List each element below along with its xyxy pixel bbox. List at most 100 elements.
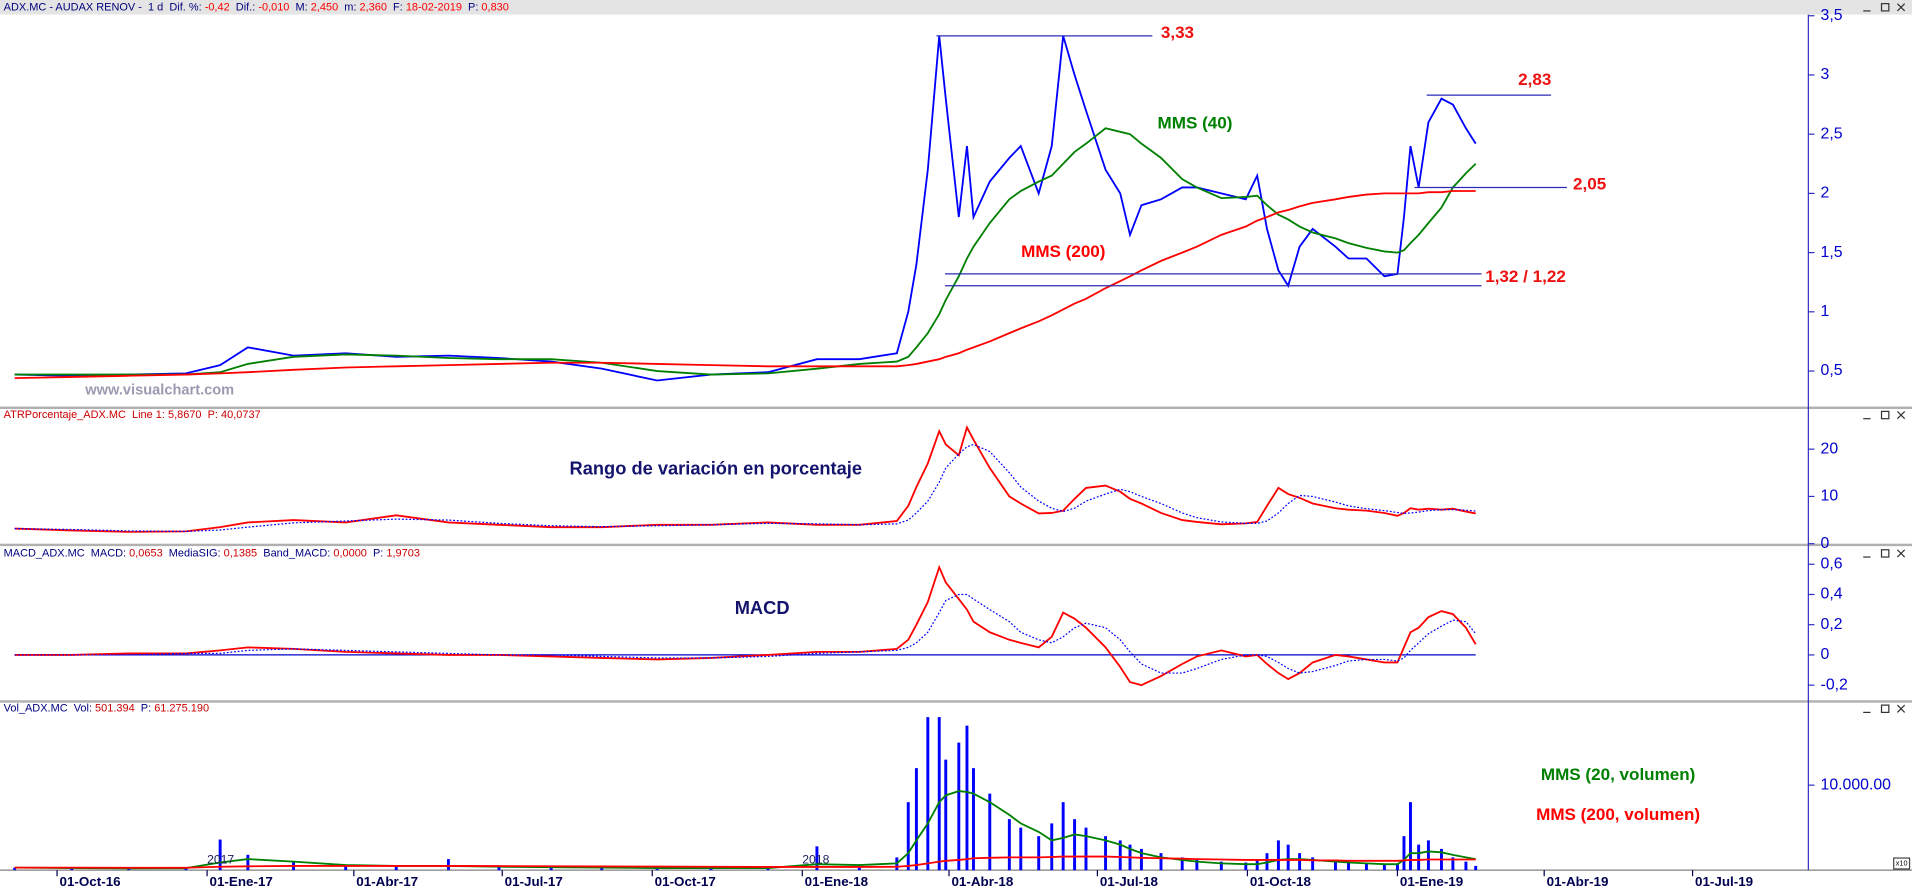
panel-separator <box>0 543 1912 547</box>
y-tick-label: 3 <box>1821 66 1830 83</box>
series-line <box>14 564 1477 687</box>
volume-bar <box>1298 853 1302 871</box>
title-part: ATRPorcentaje_ADX.MC Line 1: <box>4 409 168 421</box>
y-tick-label: 0 <box>1821 646 1830 663</box>
y-tick-label: 20 <box>1821 440 1839 457</box>
title-part: 0,0653 <box>129 547 163 559</box>
x-tick-label: 01-Ene-18 <box>805 874 869 889</box>
title-part: 0,0000 <box>333 547 367 559</box>
volume-bar <box>1007 819 1011 871</box>
volume-bar <box>944 759 948 871</box>
volume-bar <box>1073 819 1077 871</box>
volume-bar <box>815 846 819 871</box>
title-part: Vol_ADX.MC Vol: <box>4 703 95 715</box>
title-part: -0,42 <box>205 1 230 13</box>
title-part: 40,0737 <box>221 409 261 421</box>
panel-subtitle: MACD <box>735 597 790 618</box>
volume-bar <box>1050 823 1054 871</box>
level-label: 2,05 <box>1573 175 1606 194</box>
series-line <box>14 127 1477 376</box>
series-line <box>14 425 1476 533</box>
volume-bar <box>1061 802 1065 871</box>
maximize-icon <box>1880 549 1890 558</box>
volume-bar <box>965 725 969 871</box>
title-part: MACD_ADX.MC MACD: <box>4 547 129 559</box>
panel-title: ATRPorcentaje_ADX.MC Line 1: 5,8670 P: 4… <box>4 409 261 421</box>
title-part: F: <box>387 1 406 13</box>
volume-bar <box>1286 844 1290 871</box>
y-tick-label: 10.000.00 <box>1821 776 1892 793</box>
y-tick-label: 1 <box>1821 303 1830 320</box>
panel-title: MACD_ADX.MC MACD: 0,0653 MediaSIG: 0,138… <box>4 547 420 559</box>
volume-bar <box>1382 864 1386 871</box>
series-line <box>14 190 1476 380</box>
series-label: MMS (200, volumen) <box>1536 805 1700 824</box>
title-part: 2,360 <box>360 1 387 13</box>
y-tick-label: 2 <box>1821 185 1830 202</box>
close-icon <box>1896 410 1906 420</box>
volume-bar <box>1464 861 1468 871</box>
close-icon <box>1896 704 1906 713</box>
x-tick-label: 01-Jul-17 <box>505 874 563 889</box>
title-part: 1,9703 <box>386 547 420 559</box>
volume-bar <box>1364 863 1368 871</box>
volume-bar <box>1276 840 1280 871</box>
series-label: MMS (200) <box>1021 242 1105 261</box>
title-part: 18-02-2019 <box>406 1 462 13</box>
watermark: www.visualchart.com <box>84 383 234 399</box>
panel-title: ADX.MC - AUDAX RENOV - 1 d Dif. %: -0,42… <box>4 1 509 13</box>
volume-bar <box>246 854 250 871</box>
y-tick-label: 0,4 <box>1821 586 1843 603</box>
volume-bar <box>497 866 501 871</box>
volume-bar <box>13 867 17 871</box>
volume-bar <box>1019 827 1023 871</box>
y-tick-label: -0,2 <box>1821 676 1848 693</box>
volume-bar <box>1451 857 1455 871</box>
year-label: 2018 <box>802 853 829 867</box>
volume-bar <box>344 865 348 871</box>
volume-bar <box>1139 848 1143 871</box>
x-tick-label: 01-Abr-17 <box>356 874 418 889</box>
volume-bar <box>549 867 553 871</box>
volume-bar <box>394 865 398 871</box>
volume-bar <box>1417 844 1421 871</box>
scale-label: x10 <box>1896 858 1908 867</box>
maximize-icon <box>1880 410 1890 420</box>
x-tick-label: 01-Oct-17 <box>655 874 716 889</box>
y-tick-label: 0,5 <box>1821 362 1843 379</box>
panel-separator <box>0 406 1912 409</box>
volume-bar <box>1347 862 1350 871</box>
volume-bar <box>1474 865 1478 871</box>
title-part: MediaSIG: <box>163 547 224 559</box>
title-part: 2,450 <box>311 1 338 13</box>
volume-bar <box>926 717 930 871</box>
volume-bar <box>70 868 74 871</box>
volume-bar <box>914 768 918 871</box>
y-tick-label: 2,5 <box>1821 125 1843 142</box>
series-label: MMS (40) <box>1158 113 1233 132</box>
title-part: 0,830 <box>481 1 508 13</box>
volume-bar <box>1037 836 1041 871</box>
x-tick-label: 01-Ene-17 <box>210 874 273 889</box>
volume-bar <box>1195 859 1199 871</box>
volume-bar <box>655 868 659 871</box>
volume-bar <box>857 865 861 871</box>
scale-box <box>1893 857 1911 870</box>
panel-title: Vol_ADX.MC Vol: 501.394 P: 61.275.190 <box>4 703 209 715</box>
volume-bar <box>1159 853 1163 871</box>
title-part: P: <box>202 409 221 421</box>
y-tick-label: 0,6 <box>1821 555 1843 572</box>
series-line <box>14 443 1476 533</box>
y-tick-label: 3,5 <box>1821 7 1843 24</box>
volume-bar <box>1409 802 1412 871</box>
title-part: ADX.MC - AUDAX RENOV - 1 d Dif. %: <box>4 1 205 13</box>
x-tick-label: 01-Jul-18 <box>1100 874 1159 889</box>
title-part: 501.394 <box>95 703 135 715</box>
volume-bar <box>446 859 450 871</box>
volume-bar <box>1084 827 1088 871</box>
header-bar <box>0 0 1912 15</box>
title-part: P: <box>462 1 481 13</box>
volume-bar <box>127 868 131 871</box>
